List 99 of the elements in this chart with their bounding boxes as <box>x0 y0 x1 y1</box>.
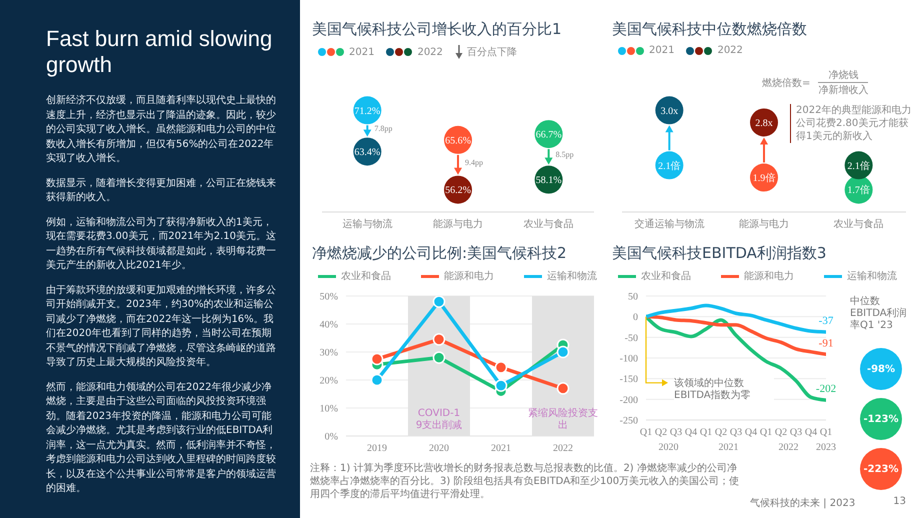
text: 2023 <box>816 442 836 453</box>
data-label: 1.7倍 <box>847 184 870 196</box>
y-tick-label: -200 <box>620 394 638 406</box>
circle-badge: -98% <box>860 348 902 390</box>
band-label: COVID-19支出削减 <box>416 408 462 431</box>
y-tick-label: 20% <box>320 376 338 387</box>
y-tick-label: 30% <box>320 348 338 359</box>
x-tick-label: Q2 <box>654 427 668 438</box>
text: 创新经济不仅放缓，而且随着利率以现代史上最快的速度上升，经济也显示出了降温的迹象。因此，较少的公司实现了收入增长。虽然能源和电力公司的中位数收入增长有所增加，但仅有56%的公司在2022年实现了收入增长。 <box>46 95 276 164</box>
data-label: 3.0x <box>660 106 678 117</box>
x-tick-label: Q3 <box>670 427 682 438</box>
x-tick-label: Q2 <box>714 427 728 438</box>
x-tick-label: Q4 <box>744 427 758 438</box>
x-tick-label: 运输与物流 <box>342 218 392 230</box>
data-label: 66.7% <box>536 130 562 141</box>
x-tick-label: Q4 <box>804 427 818 438</box>
y-tick-label: 0% <box>324 432 338 443</box>
text: 燃烧倍数= <box>762 78 810 88</box>
band-label: 紧缩风险投资支出 <box>528 407 598 431</box>
circle-badge: -123% <box>860 398 902 440</box>
x-tick-label: Q2 <box>774 427 788 438</box>
annotation: 该领域的中位数EBITDA指数为零 <box>674 378 751 401</box>
data-label: 1.9倍 <box>752 172 776 184</box>
text: 由于筹款环境的放缓和更加艰难的增长环境，许多公司开始削减开支。2023年，约30%的农业和运输公司减少了净燃烧，而在2022年这一比例为16%。我们在2020年也看到了同样的趋势，当时公司在预期不景气的情况下削减了净燃烧，尽管这条崎岖的道路导致了历史上最大规模的风险投资年。 <box>46 284 276 368</box>
chart-title: 净燃烧减少的公司比例:美国气候科技2 <box>312 244 567 262</box>
x-tick-label: 交通运输与物流 <box>634 218 704 230</box>
legend-label: 2021 <box>349 46 374 58</box>
point <box>432 296 446 308</box>
point <box>370 374 384 386</box>
text: 例如，运输和物流公司为了获得净新收入的1美元，现在需要花费3.00美元，而2021年为2.10美元。这一趋势在所有气候科技领域都是如此，表明每花费一美元产生的新收入比2021年少。 <box>46 216 276 271</box>
point <box>556 382 570 395</box>
legend-label: 2022 <box>417 46 443 58</box>
point <box>370 352 384 366</box>
point <box>432 351 446 364</box>
text: 注释：1) 计算为季度环比营收增长的财务报表总数与总报表数的比值。2) 净燃烧率减少的公司净燃烧率占净燃烧率的百分比。3) 阶段组包括具有负EBITDA和至少100万美元收入的美国公司；使用四个季度的滞后平均值进行平滑处理。 <box>310 463 740 500</box>
data-label: -202 <box>816 383 836 396</box>
text: 净新增收入 <box>818 85 868 96</box>
text: 百分点下降 <box>466 47 517 58</box>
x-tick-label: 2020 <box>429 443 449 454</box>
x-tick-label: 农业与食品 <box>524 218 574 230</box>
y-tick-label: 50 <box>628 292 638 303</box>
legend-label: 农业和食品 <box>341 271 391 282</box>
y-tick-label: 10% <box>320 404 338 415</box>
chart-title: 美国气候科技公司增长收入的百分比1 <box>312 20 562 38</box>
y-tick-label: -50 <box>624 332 638 344</box>
x-tick-label: Q1 <box>640 427 652 438</box>
data-label: 2.8x <box>755 118 773 129</box>
x-tick-label: 2019 <box>367 443 387 454</box>
point <box>494 361 508 374</box>
chart-title: 美国气候科技中位数燃烧倍数 <box>612 20 807 38</box>
legend-label: 运输和物流 <box>847 271 897 282</box>
legend-label: 能源和电力 <box>444 271 494 282</box>
text: 数据显示，随着增长变得更加困难，公司正在烧钱来获得新的收入。 <box>46 178 276 203</box>
y-tick-label: 40% <box>320 320 338 331</box>
y-tick-label: 0 <box>633 312 638 324</box>
circle-badge: -223% <box>860 448 902 490</box>
text: 中位数EBITDA利润率Q1 '23 <box>850 296 907 331</box>
data-label: -37 <box>818 314 834 327</box>
point <box>556 346 570 358</box>
point <box>432 333 446 346</box>
legend-label: 2021 <box>649 45 674 56</box>
legend-label: 运输和物流 <box>547 271 597 282</box>
legend-label: 农业和食品 <box>641 271 691 282</box>
text: 气候科技的未来 | 2023 <box>750 498 856 509</box>
annotation: 8.5pp <box>556 150 574 159</box>
x-tick-label: 农业与食品 <box>834 218 884 230</box>
x-tick-label: 2022 <box>553 443 573 454</box>
x-tick-label: Q1 <box>760 427 772 438</box>
text: 然而，能源和电力领域的公司在2022年很少减少净燃烧，主要是由于这些公司面临的风投投资环境强劲。随着2023年投资的降温，能源和电力公司可能会减少净燃烧。尤其是考虑到该行业的低EBITDA利润率，这一点尤为真实。然而，低利润率并不奇怪，考虑到能源和电力公司达到收入里程碑的时间跨度较长，以及在这个公共事业公司常常是客户的领域运营的困难。 <box>46 382 276 494</box>
x-tick-label: Q1 <box>700 427 712 438</box>
x-tick-label: Q3 <box>730 427 742 438</box>
data-label: 2.1倍 <box>658 160 681 172</box>
data-label: 65.6% <box>445 135 471 146</box>
legend-label: 2022 <box>717 45 743 56</box>
annotation: 9.4pp <box>465 158 483 167</box>
data-label: 63.4% <box>354 147 380 158</box>
y-tick-label: 50% <box>320 292 338 303</box>
x-tick-label: 2021 <box>491 443 511 454</box>
data-label: 71.2% <box>354 106 380 117</box>
annotation: 2022年的典型能源和电力公司花费2.80美元才能获得1美元的新收入 <box>796 105 912 142</box>
x-tick-label: Q1 <box>820 427 832 438</box>
y-tick-label: -150 <box>620 374 638 386</box>
data-label: -91 <box>818 337 834 350</box>
y-tick-label: -250 <box>620 416 638 427</box>
text: 13 <box>893 496 906 507</box>
data-label: 58.1% <box>536 175 562 186</box>
y-tick-label: -100 <box>620 354 638 365</box>
x-tick-label: Q3 <box>790 427 802 438</box>
text: 净烧钱 <box>828 70 858 81</box>
x-tick-label: 能源与电力 <box>433 218 483 230</box>
annotation: 7.8pp <box>374 124 392 133</box>
x-tick-label: 能源与电力 <box>739 218 789 230</box>
data-label: 2.1倍 <box>847 160 870 172</box>
text: Fast burn amid slowing growth <box>46 26 272 77</box>
x-tick-label: Q4 <box>684 427 698 438</box>
chart-title: 美国气候科技EBITDA利润指数3 <box>612 244 826 262</box>
data-label: 56.2% <box>445 185 471 196</box>
point <box>494 379 508 392</box>
legend-label: 能源和电力 <box>744 271 794 282</box>
